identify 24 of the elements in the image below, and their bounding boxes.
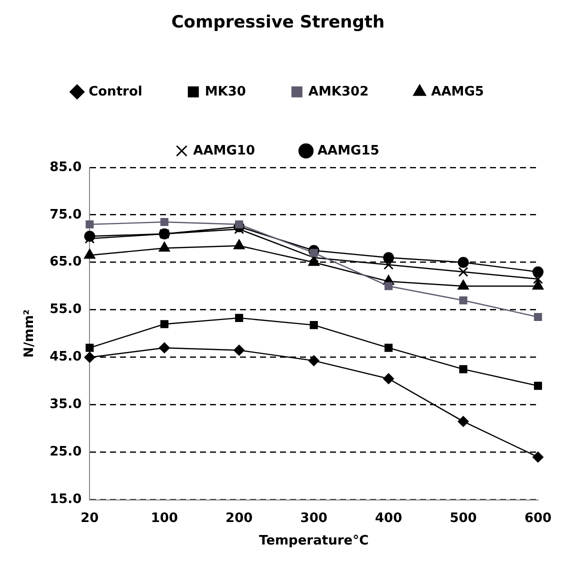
x-tick-label: 200 — [226, 510, 253, 526]
y-axis-title: N/mm² — [22, 309, 38, 358]
legend-label: Control — [88, 84, 142, 100]
x-tick-label: 600 — [524, 510, 552, 526]
x-tick-label: 400 — [374, 510, 402, 526]
x-tick-label: 20 — [80, 510, 99, 526]
y-tick-label: 65.0 — [50, 254, 82, 270]
legend-label: AAMG15 — [318, 143, 380, 158]
x-tick-label: 100 — [150, 510, 178, 526]
y-tick-label: 35.0 — [50, 397, 82, 412]
y-tick-label: 85.0 — [50, 160, 82, 175]
legend-label: AAMG5 — [431, 84, 484, 100]
y-tick-label: 15.0 — [50, 492, 82, 508]
x-tick-label: 500 — [450, 510, 477, 526]
legend-label: AMK302 — [308, 84, 369, 100]
legend-label: AAMG10 — [193, 143, 256, 158]
x-axis-title: Temperature°C — [259, 534, 369, 549]
x-tick-label: 300 — [300, 510, 328, 526]
y-tick-label: 75.0 — [50, 207, 82, 222]
legend-label: MK30 — [204, 84, 246, 100]
y-tick-label: 25.0 — [50, 444, 82, 460]
chart-title: Compressive Strength — [171, 12, 385, 33]
y-tick-label: 55.0 — [50, 302, 82, 318]
y-tick-label: 45.0 — [50, 350, 82, 365]
